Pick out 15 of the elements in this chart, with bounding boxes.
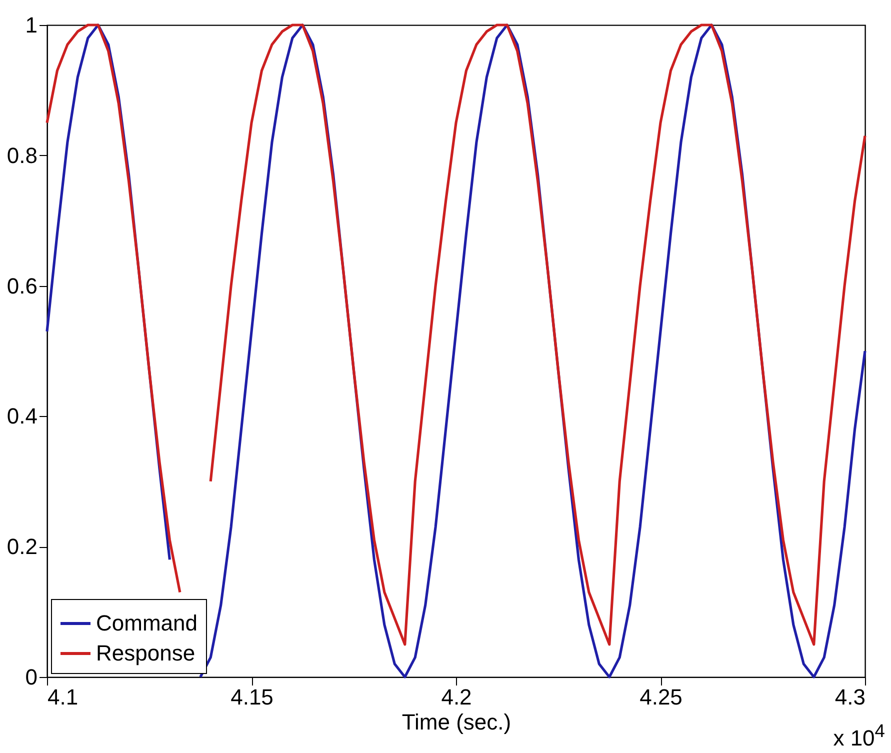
x-tick-label: 4.2 [441,684,472,710]
x-tick-label: 4.1 [48,684,78,710]
text: x 10$^{4}$ [833,720,885,751]
legend-label: Response [96,640,196,666]
y-tick-label: 0.4 [6,404,38,429]
x-tick-label: 4.15 [230,684,274,710]
y-tick-label: 0.6 [6,273,38,298]
x-tick-label: 4.25 [640,684,682,710]
x-axis-title: Time (sec.) [402,710,512,734]
legend-label: Command [96,610,198,636]
y-tick-label: 0.8 [6,142,38,168]
x-tick-label: 4.3 [834,684,866,710]
y-tick-label: 0.2 [6,534,38,560]
y-tick-label: 0 [25,664,38,690]
y-tick-label: 1 [25,12,38,38]
